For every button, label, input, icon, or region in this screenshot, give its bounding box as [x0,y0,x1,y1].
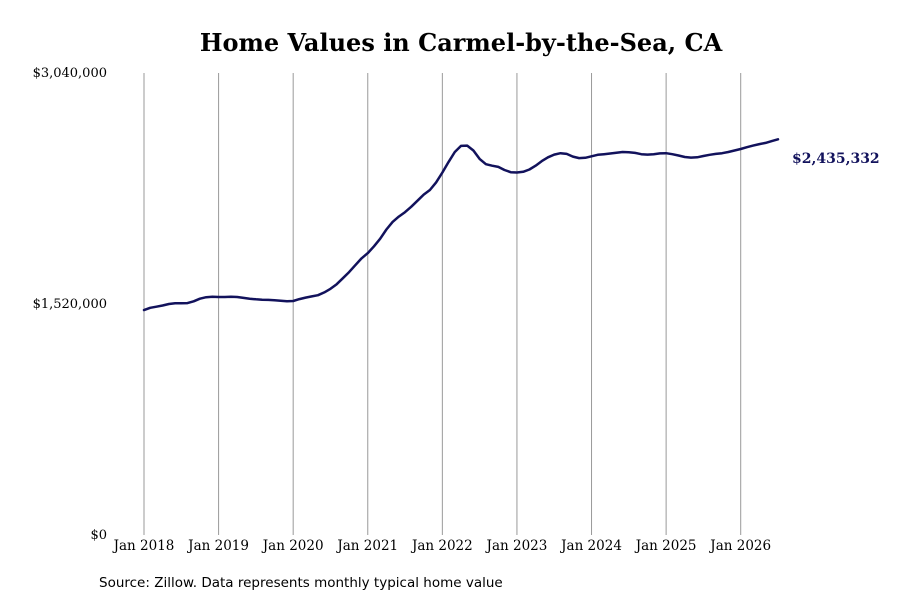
y-tick-label: $3,040,000 [33,66,107,81]
gridlines [143,73,742,535]
x-tick-label: Jan 2019 [186,538,249,554]
x-tick-label: Jan 2021 [335,538,398,554]
x-tick-label: Jan 2026 [708,538,771,554]
x-tick-label: Jan 2018 [112,538,175,554]
x-tick-label: Jan 2023 [485,538,548,554]
x-tick-label: Jan 2020 [261,538,324,554]
series-layer [142,138,780,312]
y-axis-tick-labels: $0 $1,520,000 $3,040,000 [33,66,107,543]
x-axis-tick-labels: Jan 2018 Jan 2019 Jan 2020 Jan 2021 Jan 2022… [112,538,772,554]
y-tick-label: $1,520,000 [33,297,107,312]
series-line-0 [142,138,780,312]
x-tick-label: Jan 2024 [559,538,622,554]
source-note: Source: Zillow. Data represents monthly … [99,575,503,591]
x-tick-label: Jan 2025 [634,538,697,554]
y-tick-label: $0 [90,528,107,543]
end-value-label: $2,435,332 [792,151,880,167]
chart-title: Home Values in Carmel-by-the-Sea, CA [200,28,723,57]
x-tick-label: Jan 2022 [410,538,473,554]
